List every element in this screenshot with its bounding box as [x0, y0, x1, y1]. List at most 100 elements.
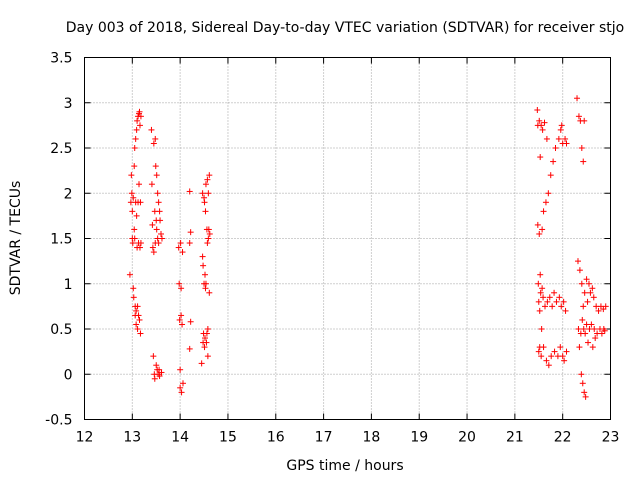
data-point: [585, 339, 592, 346]
data-point: [149, 221, 156, 228]
data-point: [206, 230, 213, 237]
data-point: [154, 190, 161, 197]
data-point: [539, 285, 546, 292]
data-point: [551, 348, 558, 355]
x-tick-label: 12: [76, 430, 94, 446]
data-point: [553, 298, 560, 305]
data-point: [204, 326, 211, 332]
data-point: [537, 289, 544, 296]
data-point: [534, 106, 541, 113]
data-point: [204, 353, 211, 360]
x-tick-label: 17: [315, 430, 333, 446]
data-point: [202, 280, 209, 287]
data-point: [574, 95, 581, 102]
data-point: [537, 154, 544, 161]
data-point: [134, 117, 141, 124]
data-point: [202, 208, 209, 215]
data-point: [558, 303, 565, 310]
data-point: [576, 344, 583, 351]
data-point: [126, 271, 133, 278]
data-point: [200, 262, 207, 269]
data-point: [580, 303, 587, 310]
data-point: [130, 294, 137, 301]
data-point: [128, 172, 135, 179]
x-tick-label: 16: [267, 430, 285, 446]
data-point: [595, 307, 602, 314]
data-point: [598, 330, 605, 337]
data-point: [563, 140, 570, 147]
data-point: [156, 208, 163, 215]
data-point: [136, 181, 143, 188]
data-point: [575, 113, 582, 120]
data-point: [133, 126, 140, 133]
data-point: [557, 344, 564, 351]
data-point: [179, 321, 186, 328]
data-point: [131, 163, 138, 170]
data-point: [538, 326, 545, 332]
data-point: [129, 240, 136, 247]
data-point: [587, 289, 594, 296]
data-point: [153, 226, 160, 233]
data-point: [580, 158, 587, 165]
data-point: [186, 240, 193, 247]
data-point: [578, 280, 585, 287]
data-point: [133, 212, 140, 219]
data-point: [137, 199, 144, 206]
y-tick-label: 2.5: [50, 141, 72, 157]
data-point: [205, 226, 212, 233]
data-point: [548, 353, 555, 360]
data-point: [575, 326, 582, 332]
data-point: [157, 217, 164, 224]
y-tick-label: 0.5: [50, 322, 72, 338]
data-point: [536, 230, 543, 237]
data-point: [581, 389, 588, 396]
data-point: [582, 330, 589, 337]
data-point: [574, 258, 581, 265]
data-point: [540, 208, 547, 215]
data-point: [205, 235, 212, 242]
data-point: [206, 172, 213, 179]
data-point: [158, 235, 165, 242]
data-point: [545, 190, 552, 197]
data-point: [178, 285, 185, 292]
data-point: [581, 117, 588, 124]
data-point: [134, 303, 141, 310]
data-point: [176, 316, 183, 323]
data-point: [135, 312, 142, 319]
x-tick-label: 18: [362, 430, 380, 446]
x-tick-label: 20: [458, 430, 476, 446]
x-tick-label: 23: [602, 430, 620, 446]
data-point: [203, 330, 210, 337]
data-point: [133, 321, 140, 328]
data-point: [578, 145, 585, 151]
data-point: [535, 280, 542, 287]
data-point: [206, 289, 213, 296]
data-point: [187, 229, 194, 236]
data-point: [201, 199, 208, 206]
data-point: [562, 307, 569, 314]
y-tick-label: 0: [64, 367, 73, 383]
data-point: [152, 163, 159, 170]
x-tick-label: 15: [219, 430, 237, 446]
data-point: [558, 122, 565, 129]
data-point: [579, 316, 586, 323]
data-points: [126, 95, 609, 400]
data-point: [178, 312, 185, 319]
y-tick-label: 1: [64, 277, 73, 293]
y-tick-labels: -0.5 0 0.5 1 1.5 2 2.5 3 3.5: [45, 51, 72, 429]
data-point: [148, 126, 155, 133]
data-point: [583, 276, 590, 283]
data-point: [536, 307, 543, 314]
data-point: [130, 194, 137, 201]
data-point: [136, 108, 143, 115]
data-point: [556, 294, 563, 301]
y-tick-label: 1.5: [50, 232, 72, 248]
data-point: [545, 362, 552, 369]
data-point: [130, 285, 137, 292]
data-point: [601, 327, 608, 334]
data-point: [576, 267, 583, 274]
data-point: [538, 353, 545, 360]
data-point: [205, 190, 212, 197]
data-point: [152, 135, 159, 142]
